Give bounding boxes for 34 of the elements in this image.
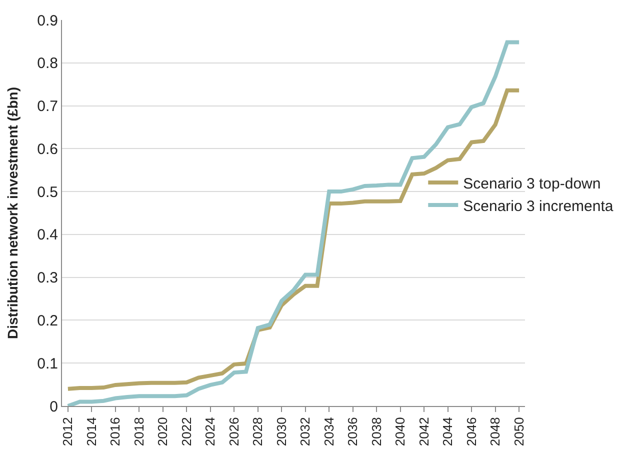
line-series: [66, 40, 522, 406]
x-tick-label: 2046: [464, 417, 479, 446]
y-tick-label: 0.7: [37, 98, 58, 116]
y-tick-label: 0.4: [37, 226, 58, 244]
y-axis-title: Distribution network investment (£bn): [4, 86, 21, 340]
y-tick-label: 0: [50, 398, 58, 416]
x-tick-label: 2020: [155, 417, 170, 446]
legend-label: Scenario 3 incrementa: [463, 198, 614, 215]
y-tick-label: 0.2: [37, 312, 58, 330]
x-tick-label: 2034: [321, 417, 336, 446]
x-tick-label: 2012: [60, 417, 76, 446]
y-tick-label: 0.3: [37, 270, 58, 287]
x-tick-label: 2040: [392, 417, 408, 446]
x-tick-label: 2036: [345, 417, 360, 446]
x-tick-label: 2022: [178, 417, 194, 446]
legend-label: Scenario 3 top-down: [463, 175, 601, 192]
x-tick-label: 2042: [416, 417, 432, 446]
x-tick-label: 2014: [84, 417, 99, 446]
y-tick-label: 0.6: [37, 140, 58, 158]
x-tick-label: 2032: [298, 417, 313, 446]
x-tick-label: 2026: [226, 417, 242, 446]
x-tick-label: 2050: [511, 417, 526, 446]
x-tick-label: 2024: [202, 417, 218, 446]
x-tick-label: 2016: [108, 417, 123, 446]
x-tick-label: 2038: [368, 417, 384, 446]
x-tick-label: 2028: [250, 417, 266, 446]
y-tick-label: 0.1: [37, 355, 58, 372]
x-tick-label: 2044: [440, 417, 456, 446]
x-tick-label: 2030: [274, 417, 289, 446]
y-tick-label: 0.8: [37, 55, 58, 72]
x-tick-label: 2018: [131, 417, 146, 446]
y-tick-label: 0.9: [37, 12, 58, 30]
x-tick-label: 2048: [488, 417, 503, 446]
y-tick-label: 0.5: [37, 184, 58, 201]
